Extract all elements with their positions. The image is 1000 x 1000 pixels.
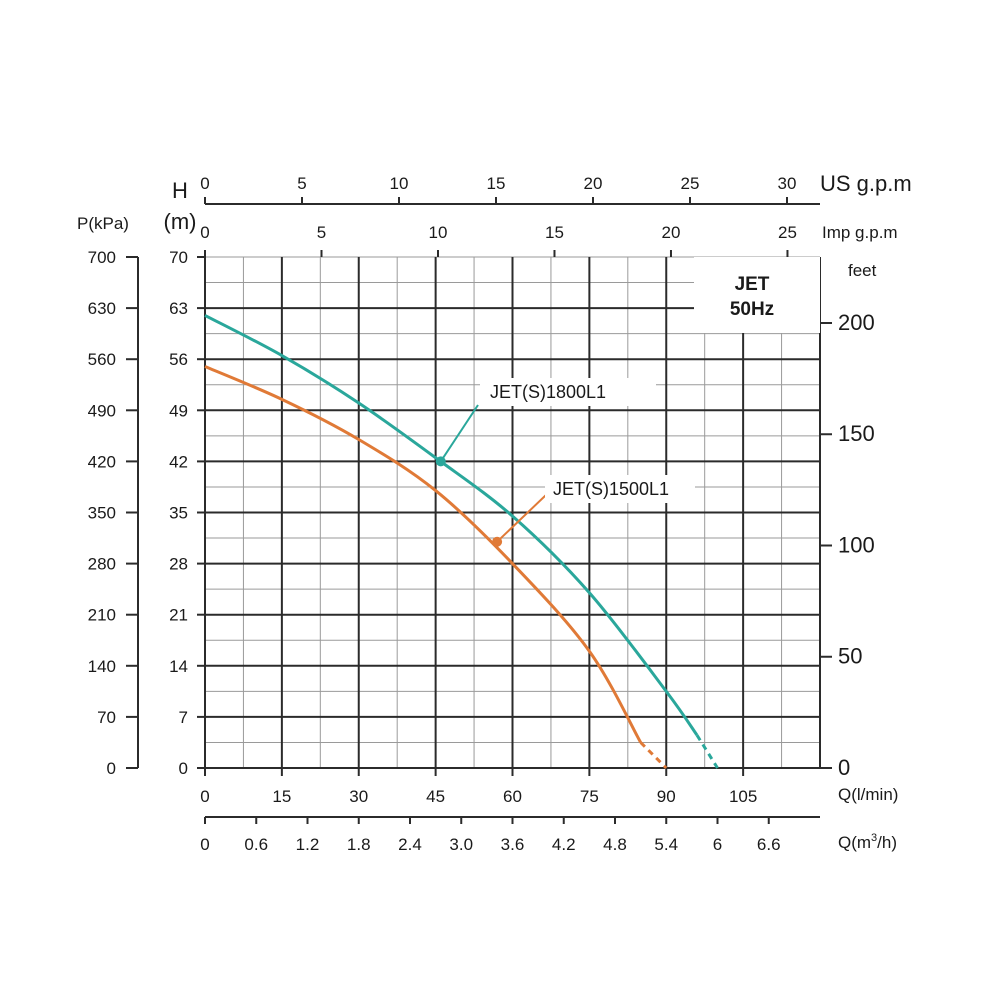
axes: 0714212835424956637007014021028035042049… bbox=[88, 174, 875, 854]
pressure-tick-label: 700 bbox=[88, 248, 116, 267]
leader-jet-s-1500l1 bbox=[496, 494, 547, 543]
chart-title: JET bbox=[735, 274, 770, 295]
head-tick-label: 35 bbox=[169, 504, 188, 523]
feet-tick-label: 150 bbox=[838, 421, 875, 446]
series-label-jet-s-1500l1: JET(S)1500L1 bbox=[553, 479, 669, 499]
title-box: JET 50Hz bbox=[694, 257, 820, 333]
feet-tick-label: 0 bbox=[838, 755, 850, 780]
x-tick-label-m3h: 3.0 bbox=[449, 835, 473, 854]
x-tick-label-lmin: 15 bbox=[272, 787, 291, 806]
x-tick-label-m3h: 0 bbox=[200, 835, 209, 854]
head-tick-label: 28 bbox=[169, 555, 188, 574]
imp-gpm-tick-label: 0 bbox=[200, 223, 209, 242]
head-tick-label: 14 bbox=[169, 657, 188, 676]
pressure-tick-label: 560 bbox=[88, 350, 116, 369]
pressure-tick-label: 490 bbox=[88, 401, 116, 420]
curve-extension-jet-s-1500l1 bbox=[639, 741, 668, 770]
pressure-axis-label: P(kPa) bbox=[77, 214, 129, 233]
x-tick-label-lmin: 30 bbox=[349, 787, 368, 806]
pressure-tick-label: 630 bbox=[88, 299, 116, 318]
pressure-tick-label: 350 bbox=[88, 504, 116, 523]
pressure-tick-label: 0 bbox=[107, 759, 116, 778]
head-tick-label: 63 bbox=[169, 299, 188, 318]
x-axis-label-m3h: Q(m3/h) bbox=[838, 832, 897, 852]
pressure-tick-label: 140 bbox=[88, 657, 116, 676]
imp-gpm-axis-label: Imp g.p.m bbox=[822, 223, 898, 242]
x-tick-label-lmin: 45 bbox=[426, 787, 445, 806]
pressure-tick-label: 280 bbox=[88, 555, 116, 574]
x-tick-label-lmin: 90 bbox=[657, 787, 676, 806]
curve-extension-jet-s-1800l1 bbox=[695, 734, 719, 769]
x-tick-label-m3h: 3.6 bbox=[501, 835, 525, 854]
x-tick-label-m3h: 2.4 bbox=[398, 835, 422, 854]
x-tick-label-m3h: 4.2 bbox=[552, 835, 576, 854]
imp-gpm-tick-label: 20 bbox=[662, 223, 681, 242]
pressure-tick-label: 420 bbox=[88, 452, 116, 471]
head-tick-label: 70 bbox=[169, 248, 188, 267]
head-tick-label: 42 bbox=[169, 452, 188, 471]
head-tick-label: 49 bbox=[169, 401, 188, 420]
imp-gpm-tick-label: 25 bbox=[778, 223, 797, 242]
x-tick-label-m3h: 1.8 bbox=[347, 835, 371, 854]
head-tick-label: 56 bbox=[169, 350, 188, 369]
x-axis-label-m3h-tail: /h) bbox=[877, 833, 897, 852]
us-gpm-tick-label: 10 bbox=[390, 174, 409, 193]
head-axis-label-h: H bbox=[172, 178, 188, 203]
us-gpm-tick-label: 0 bbox=[200, 174, 209, 193]
pressure-tick-label: 210 bbox=[88, 606, 116, 625]
x-axis-label-m3h-sup: 3 bbox=[871, 832, 877, 844]
label-bg-jet-s-1800l1 bbox=[480, 378, 656, 406]
feet-tick-label: 200 bbox=[838, 310, 875, 335]
grid bbox=[204, 256, 821, 769]
x-tick-label-m3h: 0.6 bbox=[244, 835, 268, 854]
curve-jet-s-1500l1 bbox=[204, 365, 642, 744]
x-tick-label-m3h: 5.4 bbox=[654, 835, 678, 854]
us-gpm-tick-label: 5 bbox=[297, 174, 306, 193]
head-tick-label: 0 bbox=[179, 759, 188, 778]
curve-jet-s-1800l1 bbox=[204, 314, 699, 737]
imp-gpm-tick-label: 10 bbox=[429, 223, 448, 242]
series-layer: JET(S)1800L1 JET(S)1500L1 bbox=[204, 314, 719, 770]
series-label-jet-s-1800l1: JET(S)1800L1 bbox=[490, 382, 606, 402]
us-gpm-axis-label: US g.p.m bbox=[820, 171, 912, 196]
x-tick-label-lmin: 60 bbox=[503, 787, 522, 806]
x-tick-label-m3h: 1.2 bbox=[296, 835, 320, 854]
x-tick-label-m3h: 4.8 bbox=[603, 835, 627, 854]
us-gpm-tick-label: 30 bbox=[778, 174, 797, 193]
feet-tick-label: 100 bbox=[838, 532, 875, 557]
x-tick-label-m3h: 6.6 bbox=[757, 835, 781, 854]
imp-gpm-tick-label: 5 bbox=[317, 223, 326, 242]
feet-axis-label: feet bbox=[848, 261, 877, 280]
x-axis-label-m3h-head: Q(m bbox=[838, 833, 871, 852]
chart-subtitle: 50Hz bbox=[730, 299, 774, 320]
head-tick-label: 7 bbox=[179, 708, 188, 727]
x-axis-label-lmin: Q(l/min) bbox=[838, 785, 898, 804]
imp-gpm-tick-label: 15 bbox=[545, 223, 564, 242]
x-tick-label-lmin: 0 bbox=[200, 787, 209, 806]
us-gpm-tick-label: 15 bbox=[487, 174, 506, 193]
x-tick-label-lmin: 75 bbox=[580, 787, 599, 806]
head-tick-label: 21 bbox=[169, 606, 188, 625]
leader-jet-s-1800l1 bbox=[439, 404, 479, 462]
feet-tick-label: 50 bbox=[838, 644, 862, 669]
us-gpm-tick-label: 25 bbox=[681, 174, 700, 193]
pressure-tick-label: 70 bbox=[97, 708, 116, 727]
us-gpm-tick-label: 20 bbox=[584, 174, 603, 193]
head-axis-label-m: (m) bbox=[164, 209, 197, 234]
x-tick-label-m3h: 6 bbox=[713, 835, 722, 854]
x-tick-label-lmin: 105 bbox=[729, 787, 757, 806]
label-bg-jet-s-1500l1 bbox=[545, 475, 695, 503]
